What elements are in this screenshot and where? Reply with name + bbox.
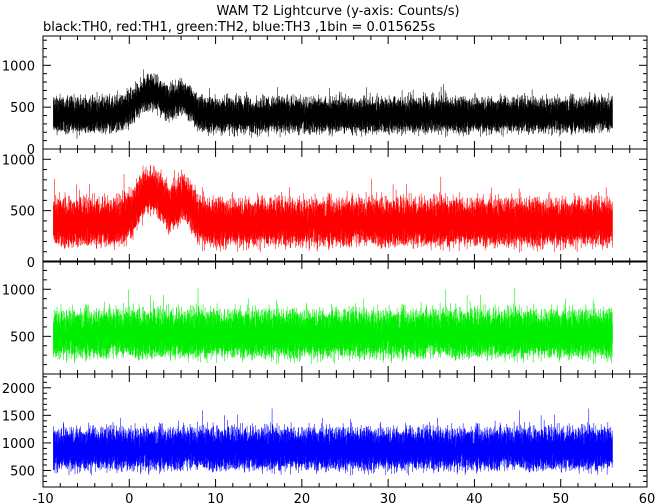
series-th2-line bbox=[53, 287, 613, 365]
panel-frame bbox=[42, 373, 648, 488]
y-tick-label: 1000 bbox=[2, 283, 35, 298]
series-th3-line bbox=[53, 408, 613, 476]
y-tick-label: 500 bbox=[10, 330, 35, 345]
y-tick-label: 500 bbox=[10, 464, 35, 479]
panel-th2: 500 1000 bbox=[2, 260, 648, 375]
x-axis: -10 0 10 20 30 40 50 60 bbox=[32, 492, 655, 504]
panel-th1: 0 500 1000 bbox=[2, 148, 648, 271]
x-tick-label: 60 bbox=[639, 492, 656, 504]
y-tick-label: 0 bbox=[27, 143, 35, 158]
x-tick-label: 40 bbox=[466, 492, 483, 504]
x-tick-label: 50 bbox=[552, 492, 569, 504]
series-th1-line bbox=[53, 165, 613, 253]
panel-th0: 0 500 1000 bbox=[2, 35, 648, 158]
x-tick-label: 0 bbox=[125, 492, 133, 504]
y-tick-label: 1500 bbox=[2, 409, 35, 424]
chart-title: WAM T2 Lightcurve (y-axis: Counts/s) bbox=[216, 4, 459, 19]
y-tick-label: 2000 bbox=[2, 382, 35, 397]
x-tick-label: 10 bbox=[207, 492, 224, 504]
y-tick-label: 0 bbox=[27, 256, 35, 271]
y-tick-label: 1000 bbox=[2, 153, 35, 168]
x-tick-label: -10 bbox=[32, 492, 53, 504]
series-th0-line bbox=[53, 69, 613, 139]
y-tick-label: 500 bbox=[10, 101, 35, 116]
chart-subtitle: black:TH0, red:TH1, green:TH2, blue:TH3 … bbox=[43, 20, 436, 35]
panel-th3: 500 1000 1500 2000 bbox=[2, 373, 648, 488]
y-tick-label: 1000 bbox=[2, 437, 35, 452]
y-tick-label: 500 bbox=[10, 205, 35, 220]
x-tick-label: 20 bbox=[294, 492, 311, 504]
y-tick-label: 1000 bbox=[2, 59, 35, 74]
panel-frame bbox=[42, 148, 648, 263]
x-tick-label: 30 bbox=[380, 492, 397, 504]
